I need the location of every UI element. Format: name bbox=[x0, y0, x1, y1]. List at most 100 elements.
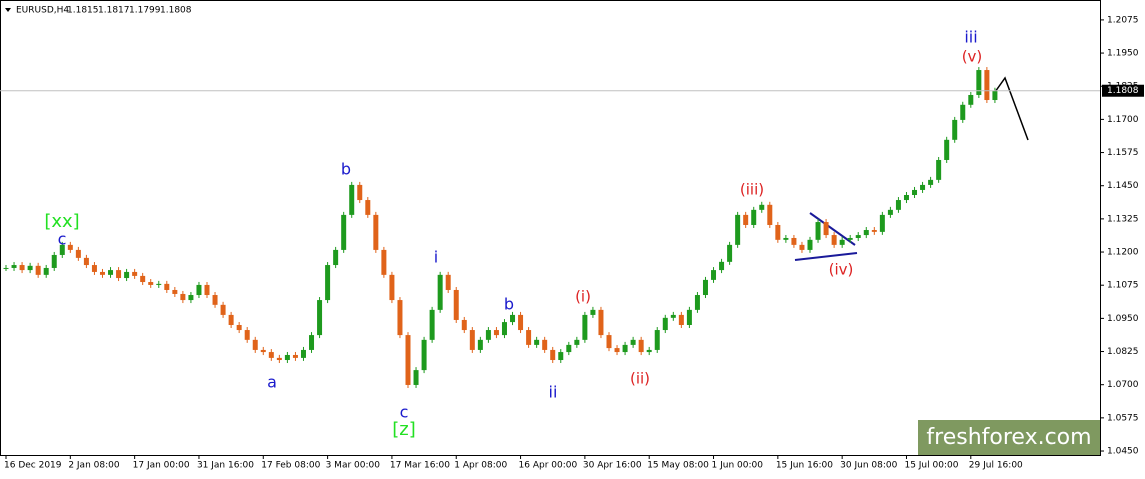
candle bbox=[791, 237, 797, 245]
candle bbox=[686, 309, 692, 325]
candle bbox=[148, 282, 154, 285]
candle bbox=[839, 239, 845, 245]
x-tick-label: 17 Mar 16:00 bbox=[390, 461, 450, 471]
candle bbox=[614, 348, 620, 353]
candle bbox=[831, 235, 837, 245]
candle bbox=[317, 300, 323, 336]
wave-label: ii bbox=[549, 383, 558, 402]
candle bbox=[598, 309, 604, 336]
y-tick-label: 1.1075 bbox=[1107, 281, 1139, 291]
candle bbox=[236, 325, 242, 331]
candle bbox=[220, 304, 226, 315]
x-tick-label: 15 Jul 00:00 bbox=[904, 461, 958, 471]
wave-label: (v) bbox=[962, 48, 983, 66]
candle bbox=[349, 184, 355, 215]
candle bbox=[920, 184, 926, 190]
candle bbox=[99, 271, 105, 275]
candle bbox=[43, 267, 49, 275]
candle bbox=[244, 330, 250, 340]
candle bbox=[413, 370, 419, 385]
candle bbox=[968, 94, 974, 105]
y-tick-label: 1.1450 bbox=[1107, 181, 1139, 191]
candle bbox=[590, 309, 596, 315]
candle bbox=[903, 195, 909, 201]
candle bbox=[606, 335, 612, 349]
candle bbox=[783, 237, 789, 240]
y-tick-label: 1.1700 bbox=[1107, 115, 1139, 125]
y-tick-label: 1.0450 bbox=[1107, 447, 1139, 457]
candle bbox=[437, 274, 443, 310]
candle bbox=[912, 189, 918, 195]
candle bbox=[566, 344, 572, 353]
x-tick-label: 1 Jun 00:00 bbox=[712, 461, 764, 471]
candle bbox=[847, 237, 853, 240]
candle bbox=[180, 293, 186, 301]
x-tick-label: 29 Jul 16:00 bbox=[969, 461, 1023, 471]
candle bbox=[936, 159, 942, 180]
y-tick-label: 1.0950 bbox=[1107, 314, 1139, 324]
candle bbox=[694, 295, 700, 310]
candle bbox=[879, 214, 885, 232]
x-tick-label: 1 Apr 08:00 bbox=[454, 461, 507, 471]
candle bbox=[124, 271, 130, 279]
y-tick-label: 1.0700 bbox=[1107, 380, 1139, 390]
candle bbox=[172, 289, 178, 294]
candle bbox=[469, 330, 475, 350]
wave-label: c bbox=[400, 403, 409, 422]
candle bbox=[405, 335, 411, 385]
candle bbox=[276, 357, 282, 361]
candle bbox=[542, 339, 548, 350]
candle bbox=[992, 90, 998, 101]
x-tick-label: 30 Apr 16:00 bbox=[583, 461, 642, 471]
candle bbox=[518, 314, 524, 331]
triangle-line bbox=[794, 252, 858, 261]
candle bbox=[3, 267, 9, 269]
candle bbox=[132, 271, 138, 276]
candle bbox=[35, 265, 41, 275]
candle bbox=[630, 339, 636, 345]
candle bbox=[887, 209, 893, 215]
candle bbox=[309, 335, 315, 350]
candle bbox=[952, 119, 958, 140]
wave-label: i bbox=[434, 248, 438, 267]
menu-arrow bbox=[5, 8, 11, 12]
candle bbox=[582, 314, 588, 340]
x-tick-label: 2 Jan 08:00 bbox=[68, 461, 120, 471]
candle bbox=[156, 283, 162, 285]
x-tick-label: 3 Mar 00:00 bbox=[326, 461, 381, 471]
candle bbox=[11, 265, 17, 268]
x-tick-label: 17 Feb 08:00 bbox=[261, 461, 320, 471]
candle bbox=[397, 300, 403, 336]
candle bbox=[27, 265, 33, 271]
candle bbox=[284, 354, 290, 361]
candle bbox=[164, 283, 170, 290]
candle bbox=[51, 254, 57, 268]
close: 1.1808 bbox=[160, 6, 192, 16]
high: 1.1817 bbox=[98, 6, 130, 16]
wave-label: b bbox=[341, 160, 351, 179]
candle bbox=[622, 344, 628, 353]
y-tick-label: 1.1325 bbox=[1107, 214, 1139, 224]
candle bbox=[702, 279, 708, 296]
plot-frame bbox=[0, 0, 1101, 456]
candle bbox=[212, 295, 218, 305]
watermark-box bbox=[918, 420, 1100, 455]
candle bbox=[252, 339, 258, 350]
x-tick-label: 15 May 08:00 bbox=[647, 461, 709, 471]
candle bbox=[646, 349, 652, 353]
candle bbox=[19, 265, 25, 271]
candle bbox=[373, 214, 379, 250]
wave-label: iii bbox=[964, 28, 977, 47]
wave-label: (ii) bbox=[630, 370, 650, 388]
x-tick-label: 16 Dec 2019 bbox=[4, 461, 62, 471]
candle bbox=[381, 249, 387, 275]
candle bbox=[91, 265, 97, 272]
candle bbox=[341, 214, 347, 250]
candle bbox=[389, 274, 395, 301]
candle bbox=[461, 319, 467, 331]
x-tick-label: 17 Jan 00:00 bbox=[133, 461, 190, 471]
wave-label: (iii) bbox=[740, 181, 764, 199]
x-tick-label: 30 Jun 08:00 bbox=[840, 461, 897, 471]
candle bbox=[807, 239, 813, 250]
